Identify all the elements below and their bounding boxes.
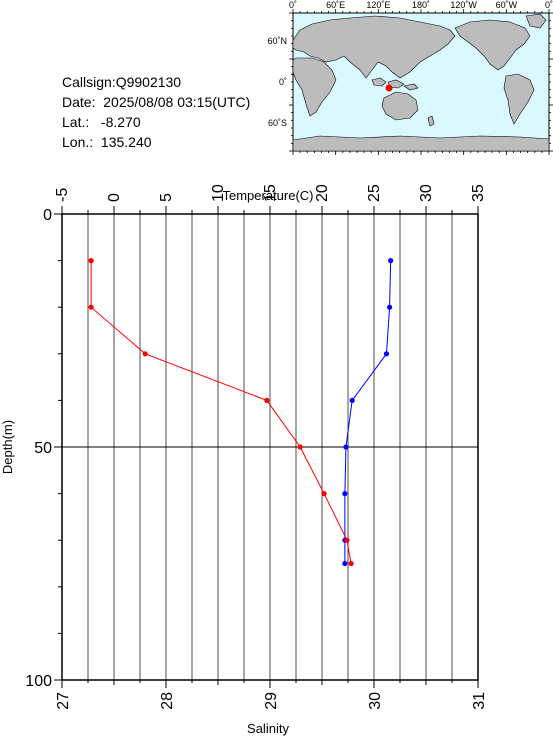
salinity-data-point	[321, 491, 327, 497]
axis-ticks	[54, 206, 479, 688]
salinity-axis-label: Salinity	[247, 721, 289, 736]
temperature-tick-label: 35	[470, 184, 487, 202]
location-map: 0˚ 60˚E 120˚E 180˚ 120˚W 60˚W 0˚ 60˚N 0˚ 60˚S	[267, 0, 553, 155]
map-longitude-label: 120˚E	[366, 0, 390, 10]
depth-tick-label: 0	[43, 207, 52, 224]
callsign-label: Callsign:Q9902130	[62, 74, 182, 90]
temperature-tick-label: 20	[314, 184, 331, 202]
float-info: Callsign:Q9902130 Date: 2025/08/08 03:15…	[62, 72, 250, 152]
temperature-axis-label: Temperature(C)	[222, 188, 313, 203]
salinity-data-point	[344, 537, 350, 543]
map-latitude-label: 0˚	[279, 77, 287, 87]
salinity-data-point	[88, 304, 94, 310]
salinity-tick-label: 31	[471, 692, 488, 710]
depth-axis-label: Depth(m)	[0, 420, 15, 474]
temperature-profile-line	[344, 260, 392, 564]
temperature-data-point	[387, 304, 393, 310]
salinity-tick-label: 27	[55, 692, 72, 710]
temperature-tick-label: -5	[54, 188, 71, 202]
date-label: Date: 2025/08/08 03:15(UTC)	[62, 94, 251, 110]
temperature-data-point	[388, 258, 394, 264]
map-longitude-label: 60˚E	[326, 0, 345, 10]
float-location-marker	[385, 84, 393, 92]
map-left-tick-labels: 60˚N 0˚ 60˚S	[267, 36, 287, 128]
salinity-tick-label: 28	[159, 692, 176, 710]
map-latitude-label: 60˚S	[268, 118, 287, 128]
salinity-tick-label: 29	[263, 692, 280, 710]
chart-series	[88, 258, 394, 567]
longitude-label: Lon.: 135.240	[62, 134, 152, 150]
salinity-data-point	[142, 351, 148, 357]
salinity-data-point	[297, 444, 303, 450]
temperature-data-point	[383, 351, 390, 357]
salinity-data-point	[264, 397, 270, 403]
temperature-tick-label: 25	[366, 184, 383, 202]
latitude-label: Lat.: -8.270	[62, 114, 141, 130]
temperature-tick-label: 10	[210, 184, 227, 202]
temperature-data-point	[342, 560, 348, 567]
depth-tick-label: 50	[34, 440, 52, 457]
salinity-data-point	[88, 258, 94, 264]
temperature-tick-label: 30	[418, 184, 435, 202]
temperature-tick-label: 15	[262, 184, 279, 202]
temperature-tick-label: 0	[106, 193, 123, 202]
map-longitude-label: 180˚	[412, 0, 430, 10]
temperature-data-point	[349, 397, 355, 403]
salinity-data-point	[348, 560, 354, 567]
map-latitude-label: 60˚N	[267, 36, 287, 46]
map-longitude-label: 60˚W	[496, 0, 518, 10]
depth-tick-label: 100	[25, 673, 52, 690]
temperature-data-point	[342, 491, 348, 497]
map-frame-ticks	[289, 9, 553, 155]
salinity-tick-label: 30	[367, 692, 384, 710]
map-longitude-label: 0˚	[289, 0, 297, 10]
map-top-tick-labels: 0˚ 60˚E 120˚E 180˚ 120˚W 60˚W 0˚	[289, 0, 553, 10]
temperature-tick-label: 5	[158, 193, 175, 202]
map-land	[292, 13, 550, 152]
map-longitude-label: 0˚	[545, 0, 553, 10]
temperature-data-point	[343, 444, 349, 450]
map-longitude-label: 120˚W	[450, 0, 477, 10]
chart-grid	[61, 214, 479, 680]
salinity-profile-line	[90, 260, 352, 564]
